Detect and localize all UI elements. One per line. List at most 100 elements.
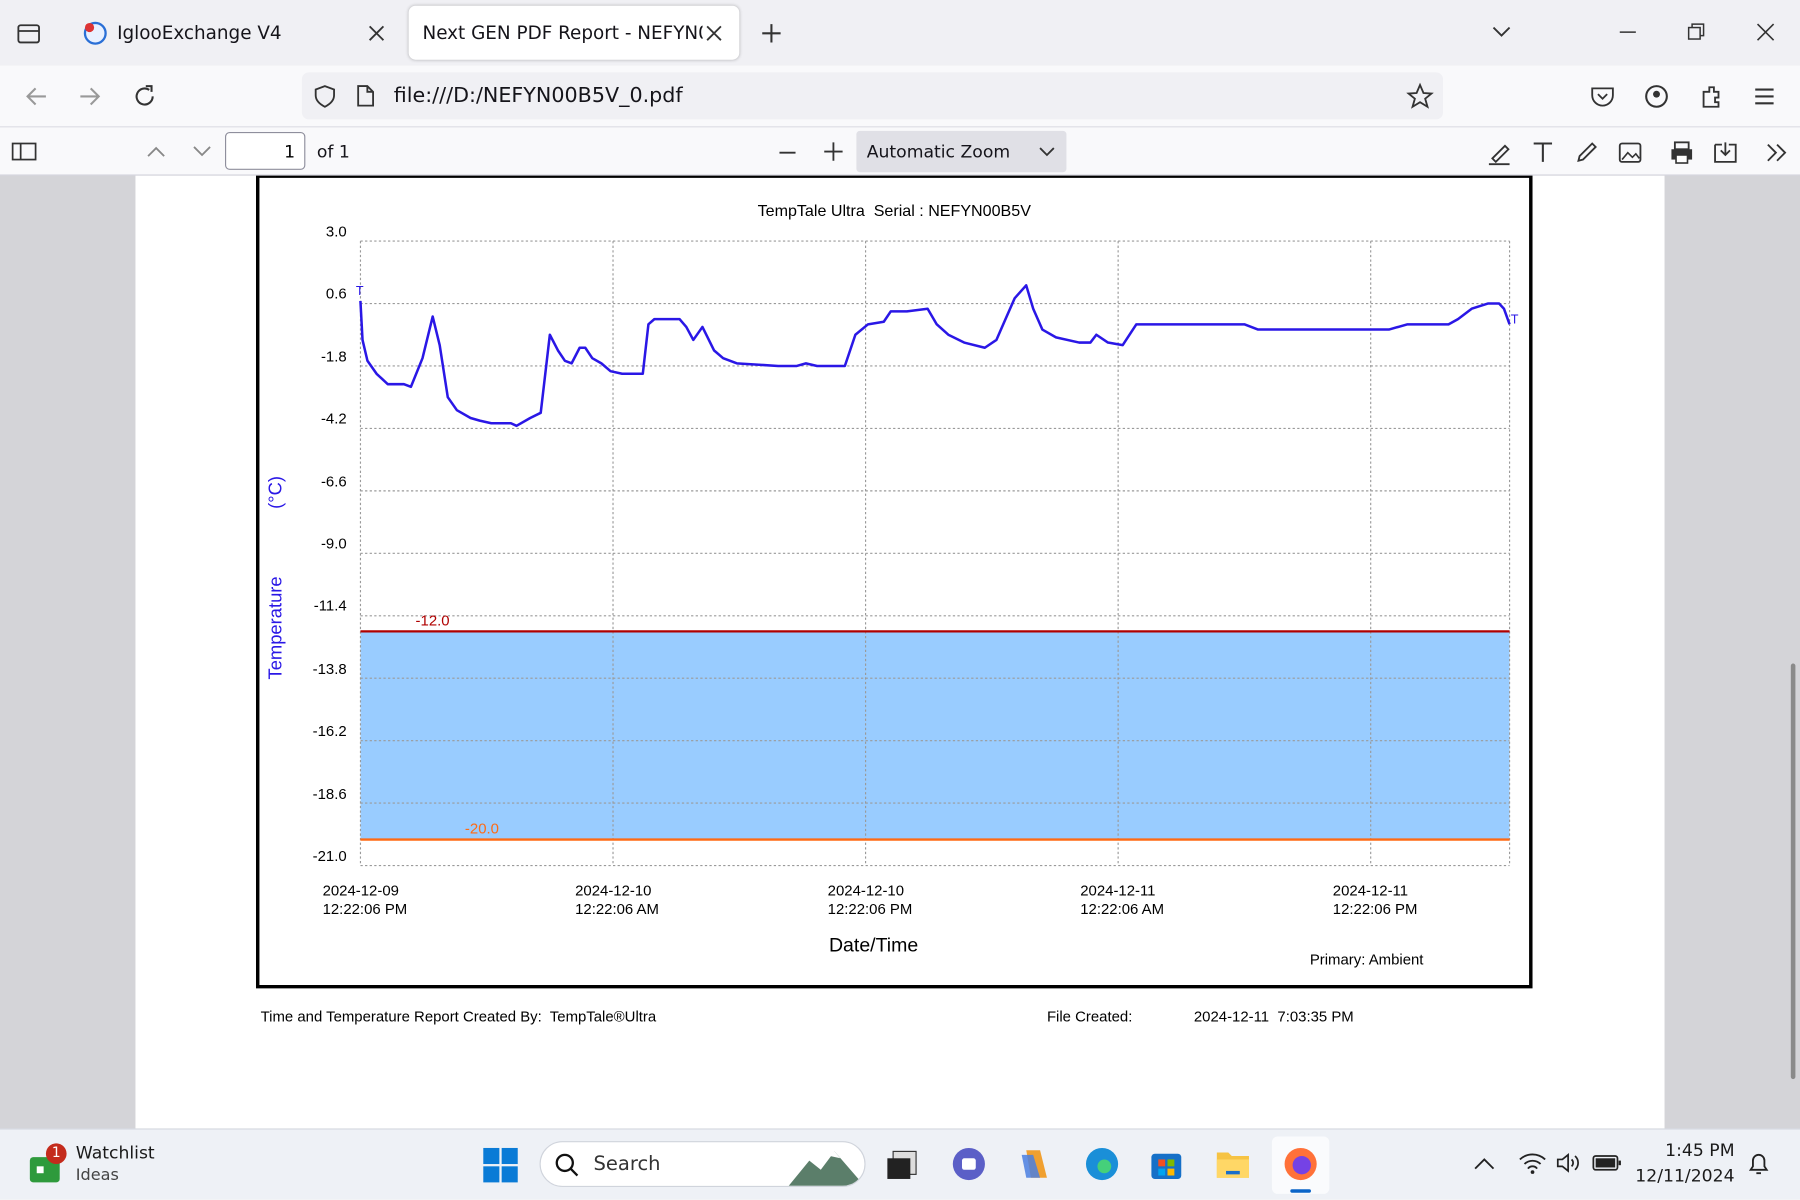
x-tick-label: 2024-12-10 12:22:06 AM [575, 881, 659, 918]
scrollbar[interactable] [1790, 663, 1796, 1080]
zoom-out[interactable] [776, 141, 799, 164]
minimize[interactable] [1616, 23, 1639, 41]
footer-file-created: 2024-12-11 7:03:35 PM [1193, 1007, 1354, 1026]
list-all-tabs[interactable] [1490, 23, 1513, 41]
threshold-label: -12.0 [415, 611, 450, 630]
y-tick-label: -9.0 [320, 534, 347, 553]
copilot[interactable] [1017, 1146, 1054, 1183]
volume[interactable] [1554, 1150, 1584, 1175]
battery[interactable] [1591, 1153, 1623, 1174]
file-explorer[interactable] [1215, 1146, 1252, 1183]
trip-start-marker: T [355, 284, 364, 299]
extensions[interactable] [1698, 83, 1726, 111]
x-axis-label: Date/Time [828, 934, 919, 957]
badge: 1 [51, 1144, 61, 1161]
reload[interactable] [131, 83, 159, 111]
shield-icon [314, 85, 335, 108]
dropdown-arrow [1039, 147, 1055, 157]
page-count: of 1 [316, 141, 350, 162]
zoom-value: Automatic Zoom [866, 141, 1011, 162]
widget[interactable]: 1 Watchlist Ideas [28, 1142, 212, 1191]
teams[interactable] [951, 1146, 988, 1183]
tab[interactable]: IglooExchange V4 [67, 6, 400, 60]
more-tools[interactable] [1764, 141, 1789, 164]
new-tab[interactable] [760, 22, 783, 45]
tab-list-icon[interactable] [16, 21, 44, 46]
url-bar[interactable]: file:///D:/NEFYN00B5V_0.pdf [301, 72, 1443, 120]
zoom-in[interactable] [822, 140, 845, 163]
y-tick-label: -21.0 [312, 847, 347, 865]
trip-end-marker: T [1510, 312, 1519, 327]
y-tick-label: -11.4 [313, 597, 347, 615]
chart: TempTale Ultra Serial : NEFYN00B5V Tempe… [255, 175, 1533, 989]
tab-bar: IglooExchange V4 Next GEN PDF Report - N… [0, 0, 1800, 66]
clock-time[interactable]: 1:45 PM [1665, 1139, 1735, 1161]
chart-title: TempTale Ultra Serial : NEFYN00B5V [757, 200, 1031, 220]
image-tool[interactable] [1616, 139, 1644, 167]
zoom-select[interactable]: Automatic Zoom [856, 130, 1067, 173]
x-tick-label: 2024-12-10 12:22:06 PM [827, 881, 913, 918]
temperature-line [359, 284, 1511, 428]
notifications[interactable] [1745, 1150, 1773, 1178]
y-tick-label: -6.6 [320, 472, 347, 490]
start-button[interactable] [482, 1147, 519, 1184]
task-view[interactable] [884, 1147, 921, 1184]
footer-created-by: Time and Temperature Report Created By: … [260, 1007, 657, 1026]
highlight-tool[interactable] [1485, 139, 1513, 167]
taskbar: 1 Watchlist Ideas Search 1:45 PM 12/11/2… [0, 1128, 1800, 1200]
plot [359, 240, 1511, 867]
active-indicator [1290, 1189, 1311, 1193]
sidebar-toggle[interactable] [10, 140, 38, 163]
forward[interactable] [76, 84, 104, 109]
y-tick-label: -18.6 [312, 784, 347, 802]
pocket[interactable] [1589, 84, 1617, 109]
x-tick-label: 2024-12-09 12:22:06 PM [322, 881, 408, 918]
firefox-active[interactable] [1271, 1136, 1330, 1194]
nav-bar: file:///D:/NEFYN00B5V_0.pdf [0, 65, 1800, 127]
y-tick-label: 0.6 [325, 285, 347, 303]
page-input[interactable]: 1 [225, 132, 306, 170]
store[interactable] [1148, 1146, 1185, 1183]
wifi[interactable] [1518, 1150, 1548, 1175]
back[interactable] [23, 84, 51, 109]
close-tab[interactable] [367, 24, 385, 42]
edge[interactable] [1084, 1146, 1121, 1183]
x-tick-label: 2024-12-11 12:22:06 PM [1332, 881, 1418, 918]
annotation: Primary: Ambient [1309, 950, 1424, 968]
text-tool[interactable] [1530, 139, 1555, 164]
widget-subtitle: Ideas [75, 1166, 119, 1185]
previous-page[interactable] [145, 142, 168, 160]
close-window[interactable] [1754, 21, 1777, 44]
search-icon [555, 1153, 579, 1177]
close-tab[interactable] [705, 24, 723, 42]
tab-title: IglooExchange V4 [117, 21, 282, 44]
tab-title: Next GEN PDF Report - NEFYN00B5 [422, 21, 702, 44]
account[interactable] [1643, 83, 1671, 111]
next-page[interactable] [191, 142, 214, 160]
y-tick-label: -4.2 [320, 410, 347, 428]
active-tab[interactable]: Next GEN PDF Report - NEFYN00B5 [408, 5, 740, 60]
restore[interactable] [1685, 21, 1708, 44]
bookmark-star[interactable] [1406, 82, 1434, 111]
search-placeholder: Search [593, 1152, 661, 1176]
show-hidden-icons[interactable] [1472, 1155, 1497, 1173]
pdf-toolbar: 1 of 1 Automatic Zoom [0, 126, 1800, 176]
threshold-band [360, 631, 1510, 840]
widget-title: Watchlist [75, 1142, 155, 1163]
menu[interactable] [1752, 84, 1777, 109]
save[interactable] [1712, 139, 1740, 167]
clock-date[interactable]: 12/11/2024 [1635, 1165, 1735, 1186]
footer-file-created-label: File Created: [1046, 1007, 1133, 1026]
y-tick-label: -13.8 [312, 659, 347, 678]
search-highlight [788, 1151, 865, 1186]
threshold-label: -20.0 [464, 820, 499, 838]
favicon [83, 21, 107, 45]
y-tick-label: -1.8 [320, 347, 347, 365]
file-icon [357, 85, 375, 107]
draw-tool[interactable] [1573, 139, 1601, 167]
y-tick-label: 3.0 [325, 222, 347, 240]
print[interactable] [1668, 139, 1696, 167]
url: file:///D:/NEFYN00B5V_0.pdf [393, 83, 683, 108]
search-box[interactable]: Search [539, 1141, 866, 1187]
